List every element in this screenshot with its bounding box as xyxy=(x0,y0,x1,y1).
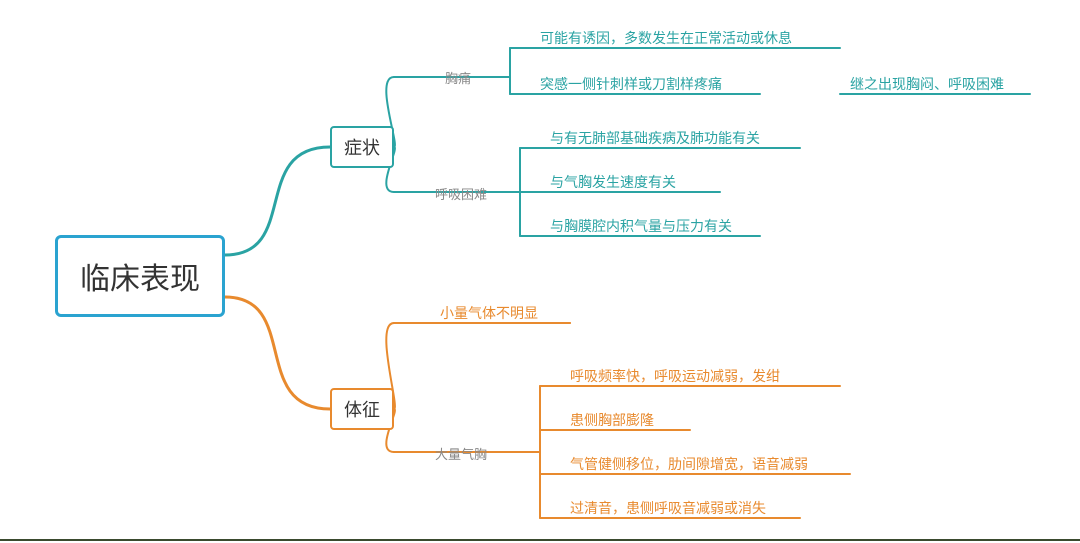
root-node: 临床表现 xyxy=(55,235,225,317)
leaf-dyspnea-2: 与胸膜腔内积气量与压力有关 xyxy=(550,216,732,236)
leaf-dyspnea-0: 与有无肺部基础疾病及肺功能有关 xyxy=(550,128,760,148)
branch-symptoms: 症状 xyxy=(330,126,394,168)
mindmap-canvas: 临床表现 症状 胸痛 可能有诱因，多数发生在正常活动或休息突感一侧针刺样或刀割样疼痛… xyxy=(0,0,1080,543)
leaf-large-pneumothorax-1: 患侧胸部膨隆 xyxy=(570,410,654,430)
leaf-chest-pain-1-extra: 继之出现胸闷、呼吸困难 xyxy=(850,74,1004,94)
bottom-rule xyxy=(0,539,1080,541)
root-label: 临床表现 xyxy=(80,254,200,298)
leaf-large-pneumothorax-0: 呼吸频率快，呼吸运动减弱，发绀 xyxy=(570,366,780,386)
leaf-chest-pain-0: 可能有诱因，多数发生在正常活动或休息 xyxy=(540,28,792,48)
leaf-chest-pain-1: 突感一侧针刺样或刀割样疼痛 xyxy=(540,74,722,94)
subgroup-chest-pain-label: 胸痛 xyxy=(445,68,471,87)
leaf-dyspnea-1: 与气胸发生速度有关 xyxy=(550,172,676,192)
branch-signs: 体征 xyxy=(330,388,394,430)
leaf-large-pneumothorax-3: 过清音，患侧呼吸音减弱或消失 xyxy=(570,498,766,518)
subgroup-dyspnea-label: 呼吸困难 xyxy=(435,184,487,203)
leaf-large-pneumothorax-2: 气管健侧移位，肋间隙增宽，语音减弱 xyxy=(570,454,808,474)
leaf-small-amount-0: 小量气体不明显 xyxy=(440,303,538,323)
subgroup-large-pneumothorax-label: 大量气胸 xyxy=(435,444,487,463)
